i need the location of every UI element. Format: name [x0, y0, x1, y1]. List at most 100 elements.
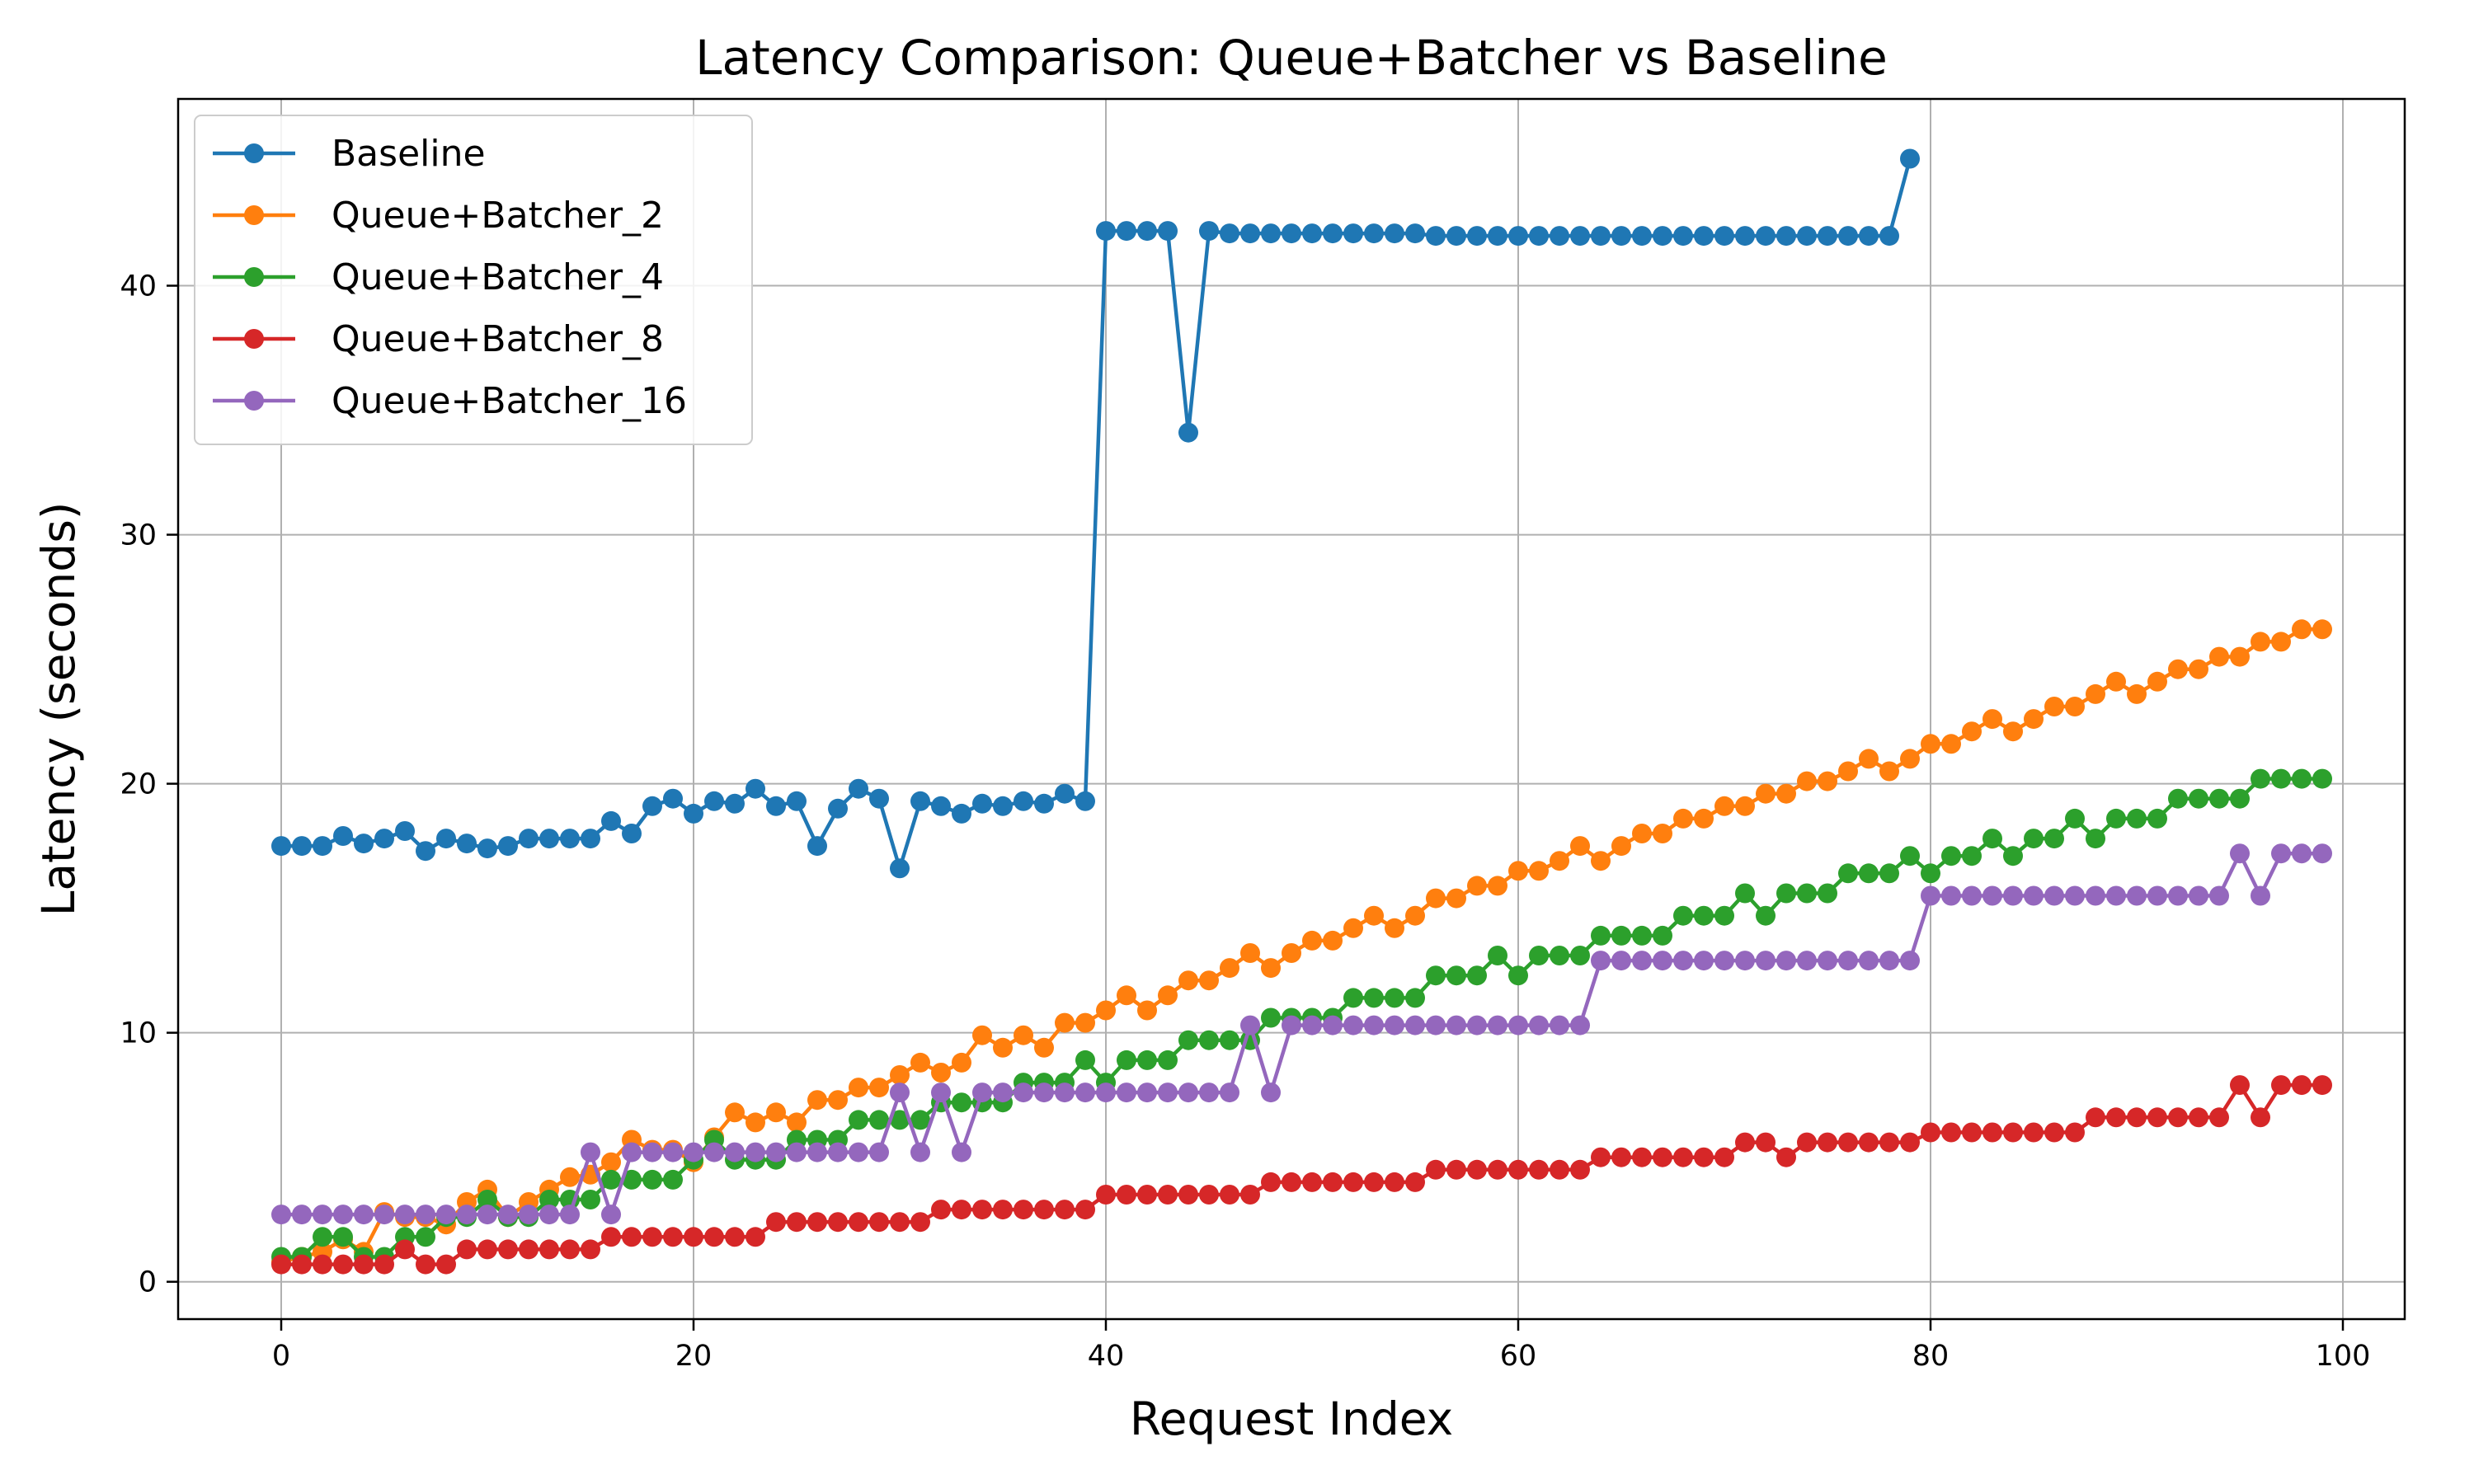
data-point: [1302, 930, 1322, 951]
x-tick-label: 0: [272, 1340, 290, 1373]
data-point: [2230, 788, 2250, 809]
data-point: [1014, 1082, 1033, 1103]
x-tick-label: 20: [675, 1340, 713, 1373]
data-point: [333, 1254, 353, 1275]
data-point: [560, 1205, 580, 1225]
legend-item: Queue+Batcher_8: [213, 318, 664, 360]
data-point: [2251, 885, 2270, 906]
data-point: [1158, 1185, 1178, 1205]
legend: Baseline Queue+Batcher_2 Queue+Batcher_4 Qu…: [194, 115, 753, 445]
data-point: [1859, 863, 1879, 884]
data-point: [601, 1227, 621, 1247]
data-point: [1446, 1015, 1466, 1036]
data-point: [725, 1227, 745, 1247]
data-point: [2003, 721, 2023, 742]
data-point: [395, 821, 415, 841]
data-point: [2312, 1075, 2332, 1096]
data-point: [1611, 951, 1631, 971]
data-point: [2147, 671, 2167, 692]
data-point: [2106, 671, 2126, 692]
data-point: [313, 1227, 332, 1247]
data-point: [2086, 885, 2105, 906]
data-point: [1488, 1015, 1507, 1036]
data-point: [1220, 958, 1239, 979]
data-point: [725, 1142, 745, 1162]
data-point: [2292, 619, 2312, 640]
data-point: [1714, 905, 1734, 926]
data-point: [1075, 1012, 1095, 1033]
data-point: [2086, 1107, 2105, 1128]
data-point: [1879, 1132, 1899, 1153]
data-point: [498, 1239, 518, 1260]
data-point: [1776, 1147, 1796, 1167]
series-queue-batcher-2: [271, 619, 2332, 1272]
data-point: [354, 1205, 374, 1225]
data-point: [1364, 905, 1384, 926]
data-point: [2230, 843, 2250, 864]
data-point: [1426, 1159, 1446, 1180]
x-tick-label: 40: [1088, 1340, 1125, 1373]
data-point: [2127, 885, 2147, 906]
data-point: [1178, 1185, 1198, 1205]
data-point: [1818, 226, 1837, 247]
x-tick-label: 60: [1500, 1340, 1537, 1373]
data-point: [1220, 1082, 1239, 1103]
data-point: [1426, 888, 1446, 909]
data-point: [1776, 951, 1796, 971]
data-point: [745, 1112, 765, 1133]
data-point: [1591, 226, 1611, 247]
data-point: [1962, 846, 1982, 866]
data-point: [952, 1052, 971, 1073]
data-point: [539, 1190, 559, 1209]
data-point: [1343, 1172, 1363, 1192]
data-point: [416, 1205, 435, 1225]
data-point: [972, 1025, 992, 1045]
data-point: [539, 829, 559, 849]
data-point: [622, 1227, 642, 1247]
data-point: [1859, 951, 1879, 971]
data-point: [849, 1212, 868, 1233]
data-point: [2044, 885, 2064, 906]
data-point: [1158, 1050, 1178, 1070]
data-point: [2312, 619, 2332, 640]
data-point: [807, 1090, 827, 1111]
data-point: [869, 1212, 889, 1233]
data-point: [601, 1169, 621, 1190]
data-point: [1261, 223, 1281, 244]
data-point: [663, 1227, 683, 1247]
data-point: [993, 796, 1013, 816]
data-point: [1921, 734, 1940, 754]
data-point: [354, 834, 374, 854]
legend-label: Queue+Batcher_8: [332, 318, 664, 360]
data-point: [849, 778, 868, 799]
data-point: [1508, 1159, 1528, 1180]
data-point: [1632, 824, 1652, 843]
data-point: [890, 1082, 910, 1103]
data-point: [1673, 808, 1693, 829]
data-point: [1158, 1082, 1178, 1103]
data-point: [1137, 1000, 1157, 1021]
data-point: [849, 1142, 868, 1162]
series-queue-batcher-4: [271, 768, 2332, 1267]
data-point: [581, 1142, 600, 1162]
data-point: [1364, 988, 1384, 1008]
data-point: [1405, 905, 1425, 926]
data-point: [1921, 863, 1940, 884]
data-point: [725, 793, 745, 814]
data-point: [1302, 223, 1322, 244]
data-point: [952, 1200, 971, 1220]
data-point: [1529, 1159, 1549, 1180]
data-point: [1982, 1122, 2002, 1143]
data-point: [1673, 951, 1693, 971]
data-point: [1550, 946, 1569, 965]
legend-label: Queue+Batcher_4: [332, 256, 664, 298]
data-point: [1364, 223, 1384, 244]
data-point: [1137, 1050, 1157, 1070]
legend-label: Queue+Batcher_2: [332, 195, 664, 237]
data-point: [1900, 951, 1920, 971]
data-point: [1611, 1147, 1631, 1167]
data-point: [2044, 829, 2064, 849]
data-point: [2024, 829, 2044, 849]
data-point: [560, 829, 580, 849]
data-point: [1694, 1147, 1714, 1167]
